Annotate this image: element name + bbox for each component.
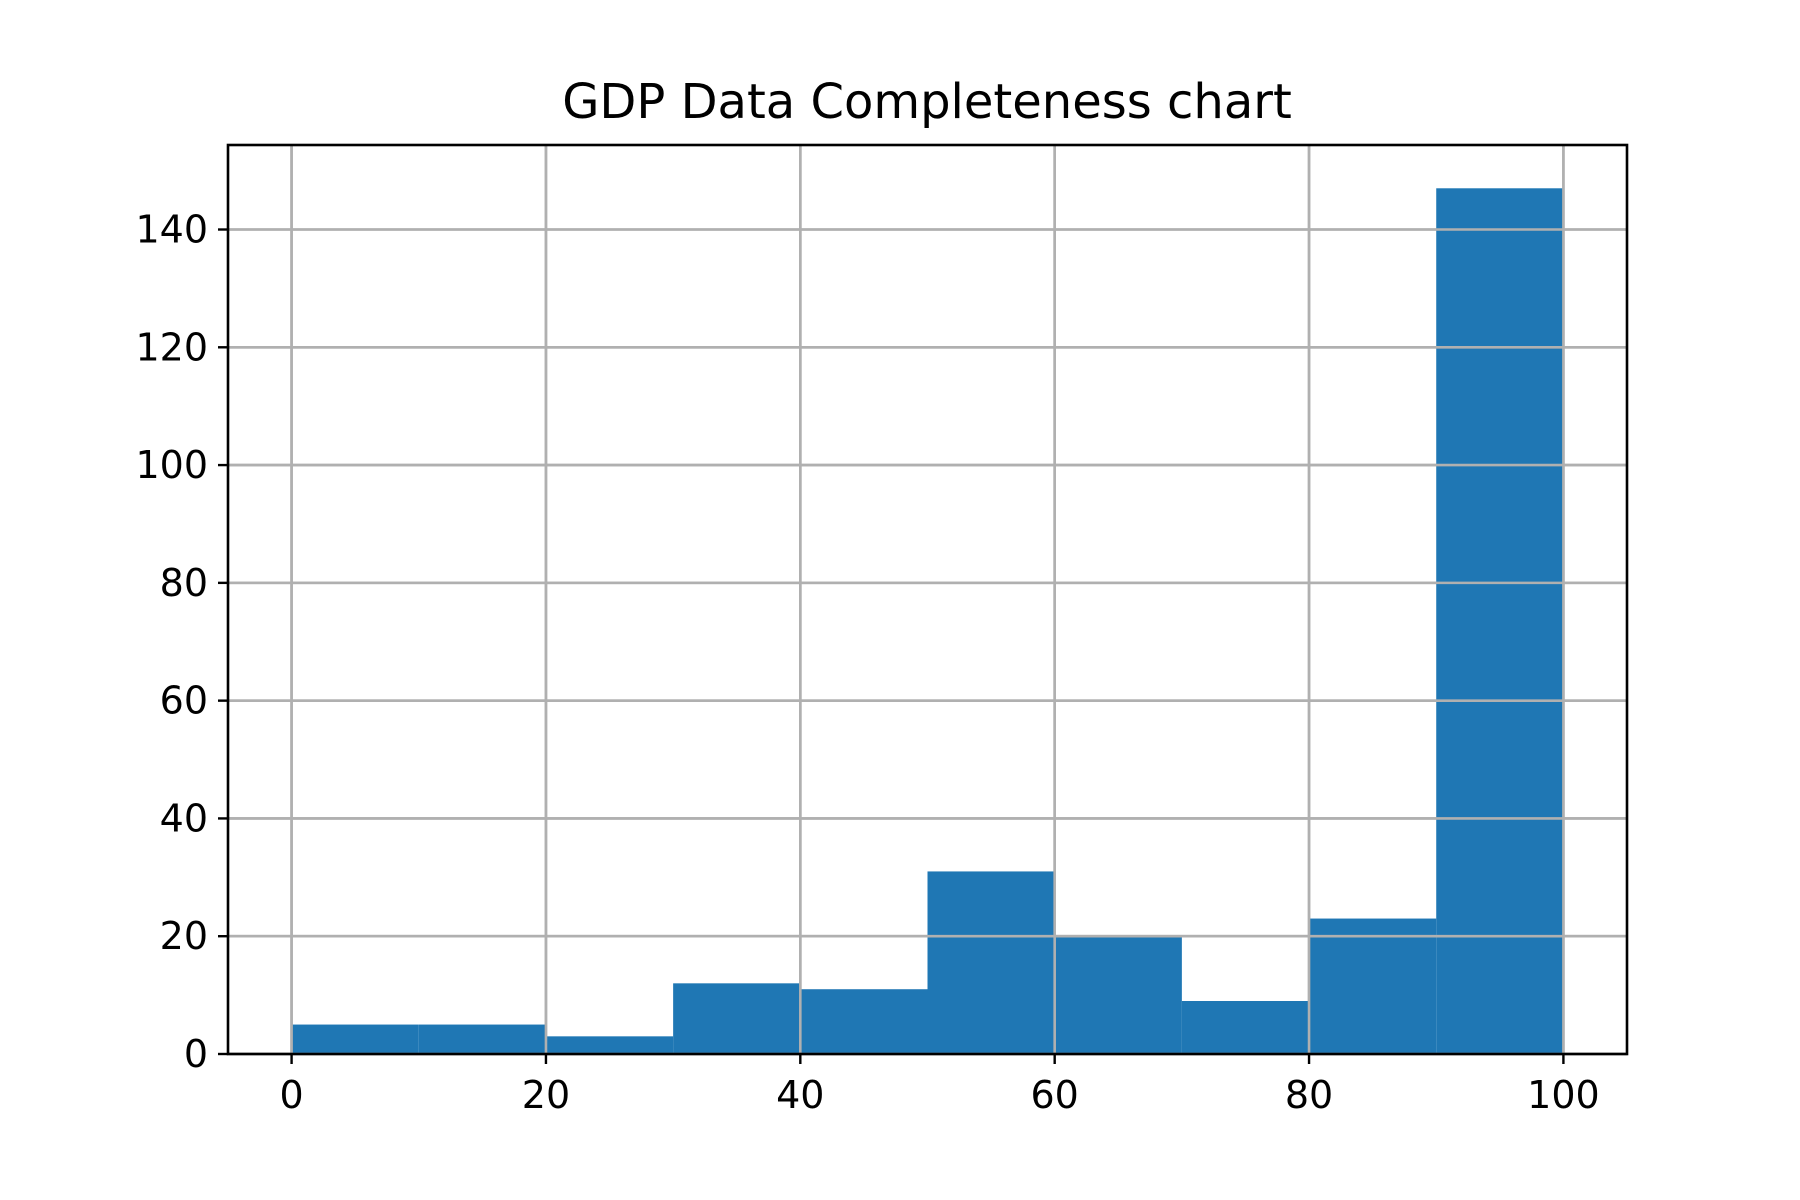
y-tick-label-1: 20 — [160, 914, 208, 958]
histogram-bar-3 — [673, 983, 801, 1054]
y-tick-label-2: 40 — [160, 796, 208, 840]
y-tick-label-3: 60 — [160, 679, 208, 723]
y-tick-label-6: 120 — [135, 325, 208, 369]
histogram-bar-4 — [800, 989, 928, 1054]
histogram-bar-7 — [1181, 1000, 1310, 1054]
bars — [291, 188, 1564, 1055]
histogram-bar-8 — [1309, 918, 1437, 1054]
histogram-bar-2 — [545, 1036, 674, 1054]
histogram-bar-0 — [291, 1024, 419, 1054]
x-axis: 0 20 40 60 80 100 — [279, 1054, 1600, 1117]
histogram-bar-6 — [1054, 936, 1182, 1054]
x-tick-label-2: 40 — [776, 1073, 824, 1117]
x-tick-label-0: 0 — [279, 1073, 303, 1117]
histogram-bar-9 — [1436, 188, 1564, 1055]
x-tick-label-5: 100 — [1527, 1073, 1600, 1117]
x-tick-label-4: 80 — [1285, 1073, 1333, 1117]
histogram-bar-5 — [927, 871, 1055, 1054]
y-tick-label-4: 80 — [160, 561, 208, 605]
axes-frame — [226, 143, 1629, 1056]
y-tick-label-5: 100 — [135, 443, 208, 487]
y-tick-label-0: 0 — [184, 1032, 208, 1076]
histogram-bar-1 — [418, 1024, 546, 1054]
x-tick-label-3: 60 — [1031, 1073, 1079, 1117]
y-tick-label-7: 140 — [135, 208, 208, 252]
chart-title: GDP Data Completeness chart — [562, 74, 1292, 130]
x-tick-label-1: 20 — [522, 1073, 570, 1117]
y-axis: 0 20 40 60 80 100 120 140 — [135, 208, 228, 1076]
